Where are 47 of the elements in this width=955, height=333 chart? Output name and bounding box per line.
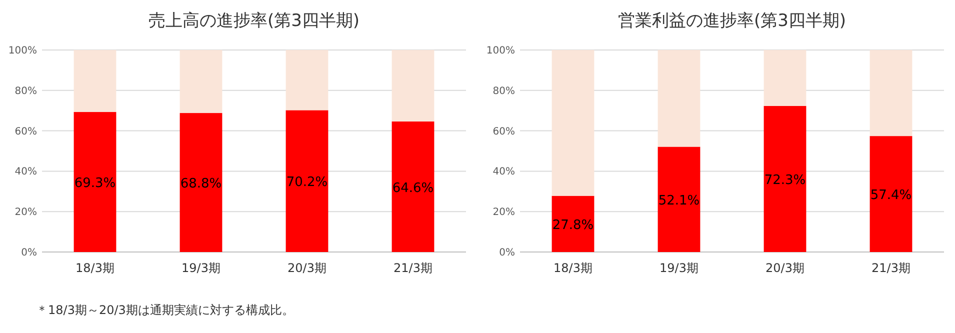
y-tick-label: 20% xyxy=(492,207,515,218)
data-label: 27.8% xyxy=(552,218,594,233)
x-tick-label: 20/3期 xyxy=(766,261,804,275)
bar xyxy=(658,146,700,252)
y-tick-label: 100% xyxy=(486,46,515,56)
x-tick-label: 21/3期 xyxy=(394,261,432,275)
y-tick-label: 100% xyxy=(8,46,37,56)
bar xyxy=(552,196,594,252)
data-label: 52.1% xyxy=(658,193,700,208)
bar xyxy=(180,50,222,114)
y-tick-label: 20% xyxy=(14,207,37,218)
bar xyxy=(764,106,806,252)
y-tick-label: 80% xyxy=(14,86,37,97)
y-tick-label: 60% xyxy=(14,126,37,138)
x-tick-label: 20/3期 xyxy=(288,261,326,275)
text: ＊18/3期～20/3期は通期実績に対する構成比。 xyxy=(36,303,294,317)
bar xyxy=(658,50,700,147)
x-tick-label: 18/3期 xyxy=(76,261,114,275)
chart-title: 売上高の進捗率(第3四半期) xyxy=(148,11,360,31)
y-tick-label: 80% xyxy=(492,86,515,97)
bar xyxy=(764,50,806,106)
bar xyxy=(392,50,434,122)
bar xyxy=(74,112,116,252)
data-label: 64.6% xyxy=(392,180,434,196)
y-tick-label: 0% xyxy=(499,248,515,258)
y-tick-label: 0% xyxy=(21,248,37,258)
data-label: 69.3% xyxy=(74,176,116,192)
data-label: 72.3% xyxy=(764,172,806,188)
y-tick-label: 40% xyxy=(14,166,37,178)
bar xyxy=(286,110,328,252)
bar xyxy=(552,50,594,196)
x-tick-label: 19/3期 xyxy=(660,261,698,275)
data-label: 70.2% xyxy=(286,175,328,190)
data-label: 57.4% xyxy=(870,188,912,204)
bar xyxy=(180,113,222,252)
data-label: 68.8% xyxy=(180,176,222,192)
y-tick-label: 40% xyxy=(492,166,515,178)
bar xyxy=(392,122,434,252)
x-tick-label: 21/3期 xyxy=(872,261,910,275)
bar xyxy=(74,50,116,112)
y-tick-label: 60% xyxy=(492,126,515,138)
bar xyxy=(870,50,912,136)
x-tick-label: 19/3期 xyxy=(182,261,220,275)
bar xyxy=(286,50,328,110)
bar xyxy=(870,136,912,252)
x-tick-label: 18/3期 xyxy=(554,261,592,275)
chart-title: 営業利益の進捗率(第3四半期) xyxy=(618,11,846,31)
